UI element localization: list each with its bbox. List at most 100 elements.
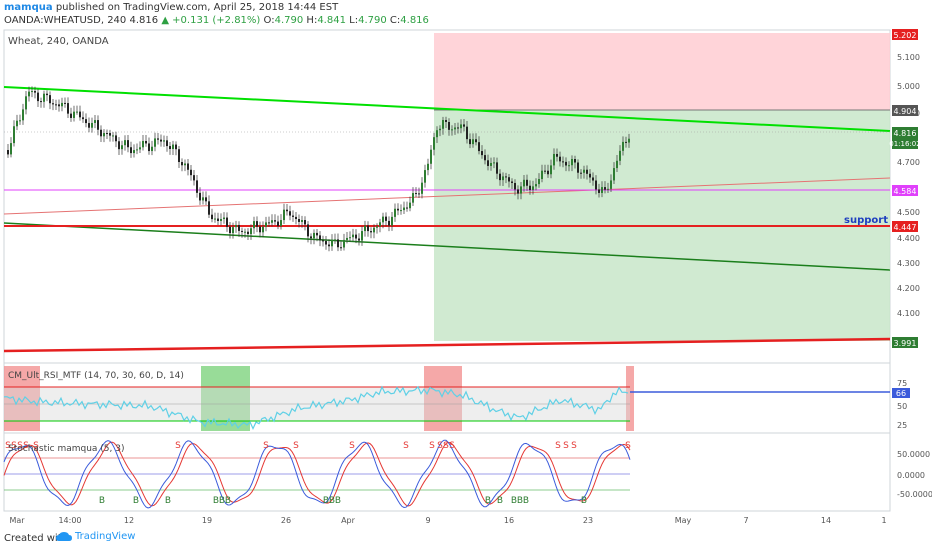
- candle: [70, 113, 72, 118]
- candle: [478, 142, 480, 152]
- candle: [607, 188, 609, 190]
- candle: [424, 170, 426, 183]
- candle: [565, 161, 567, 166]
- candle: [484, 155, 486, 161]
- tradingview-logo[interactable]: TradingView: [56, 531, 135, 542]
- candle: [136, 149, 138, 151]
- candle: [391, 216, 393, 226]
- candle: [469, 139, 471, 145]
- candle: [580, 172, 582, 174]
- candle: [586, 169, 588, 174]
- svg-text:4.447: 4.447: [894, 223, 917, 232]
- candle: [100, 129, 102, 137]
- candle: [313, 232, 315, 239]
- stoch-pane[interactable]: [3, 432, 891, 512]
- long-term-support-line[interactable]: [3, 337, 891, 353]
- sell-signal: S: [175, 441, 181, 451]
- svg-text:50: 50: [897, 402, 907, 411]
- loss-zone[interactable]: [434, 33, 890, 110]
- candle: [616, 160, 618, 169]
- rsi-overbought-zone: [626, 366, 634, 431]
- candle: [238, 224, 240, 231]
- candle: [589, 173, 591, 178]
- upper-trendline[interactable]: [3, 86, 891, 132]
- candle: [163, 140, 165, 142]
- candle: [442, 120, 444, 129]
- rising-trendline[interactable]: [3, 177, 891, 215]
- candle: [352, 234, 354, 238]
- sell-signal: S: [263, 441, 269, 451]
- svg-text:66: 66: [896, 389, 906, 398]
- candle: [232, 227, 234, 234]
- candle: [481, 151, 483, 156]
- candle: [628, 138, 630, 143]
- candle: [520, 186, 522, 194]
- candle: [595, 180, 597, 190]
- candle: [181, 162, 183, 166]
- candle: [97, 120, 99, 130]
- candle: [265, 222, 267, 227]
- candle: [544, 170, 546, 172]
- target-price-tag: [892, 337, 918, 348]
- candle: [298, 219, 300, 222]
- candle: [40, 101, 42, 103]
- candle: [121, 145, 123, 150]
- candle: [274, 220, 276, 222]
- candle: [553, 153, 555, 166]
- buy-signal: B: [99, 496, 105, 506]
- candle: [52, 103, 54, 105]
- candle: [16, 120, 18, 127]
- last-price: 4.816: [129, 15, 159, 26]
- price-change: ▲ +0.131 (+2.81%): [161, 15, 261, 26]
- candle: [277, 221, 279, 227]
- svg-text:14:00: 14:00: [58, 516, 81, 525]
- candle: [562, 161, 564, 163]
- stoch-k-line[interactable]: [3, 439, 631, 509]
- lower-trendline[interactable]: [3, 222, 891, 271]
- candle: [127, 140, 129, 148]
- candle: [508, 177, 510, 182]
- svg-text:25: 25: [897, 421, 907, 430]
- candle: [343, 239, 345, 248]
- svg-text:4.200: 4.200: [897, 284, 920, 293]
- candle: [592, 177, 594, 181]
- rsi-value-tag: [892, 388, 910, 398]
- sell-signal: S: [5, 441, 11, 451]
- svg-text:4.584: 4.584: [894, 187, 917, 196]
- sell-signal: S: [555, 441, 561, 451]
- buy-signal: B: [517, 496, 523, 506]
- candle: [172, 144, 174, 150]
- candle: [79, 111, 81, 118]
- time-axis[interactable]: Mar 14:00 12 19 26 Apr 9 16 23 May 7 14 …: [9, 516, 886, 525]
- candle: [67, 103, 69, 114]
- candle: [307, 224, 309, 237]
- candle: [202, 197, 204, 201]
- candle: [28, 91, 30, 97]
- svg-text:14: 14: [821, 516, 831, 525]
- candle: [367, 225, 369, 232]
- candle: [286, 209, 288, 212]
- candle: [34, 91, 36, 93]
- rsi-line[interactable]: [3, 385, 629, 431]
- candle: [472, 139, 474, 145]
- candle: [502, 176, 504, 181]
- candle: [610, 180, 612, 189]
- candlestick-series[interactable]: [7, 86, 630, 252]
- candle: [556, 153, 558, 157]
- stop-price-tag: [892, 29, 918, 40]
- candle: [379, 222, 381, 227]
- candle: [211, 214, 213, 220]
- candle: [148, 143, 150, 152]
- svg-text:23: 23: [583, 516, 593, 525]
- candle: [535, 184, 537, 187]
- candle: [46, 93, 48, 96]
- candle: [196, 180, 198, 193]
- candle: [235, 224, 237, 228]
- sell-signal: S: [429, 441, 435, 451]
- candle: [289, 211, 291, 216]
- candle: [82, 117, 84, 120]
- stoch-d-line[interactable]: [3, 441, 631, 507]
- author-link[interactable]: mamqua: [4, 2, 53, 13]
- sell-signal: S: [293, 441, 299, 451]
